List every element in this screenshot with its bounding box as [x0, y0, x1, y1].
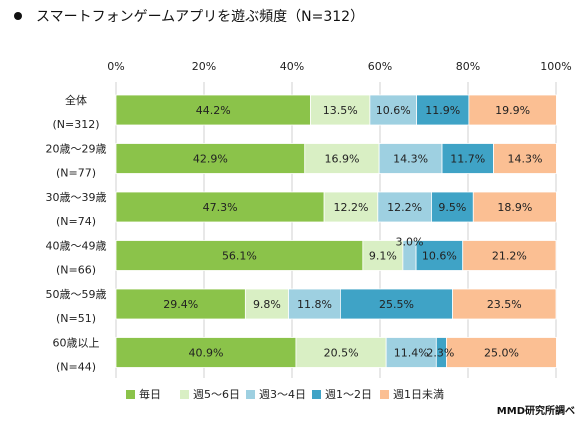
- bar-segment: [115, 288, 246, 320]
- data-label: 12.2%: [387, 201, 422, 214]
- bar-segment: [339, 288, 453, 320]
- bar-segment: [115, 94, 311, 126]
- category-label: 20歳～29歳: [46, 143, 107, 156]
- category-count-label: (N=312): [52, 118, 99, 131]
- data-label: 16.9%: [324, 153, 359, 166]
- bar-segment: [115, 240, 364, 271]
- data-label: 47.3%: [203, 201, 238, 214]
- data-label: 14.3%: [393, 153, 428, 166]
- data-label: 10.6%: [376, 104, 411, 117]
- data-label: 11.7%: [450, 153, 485, 166]
- category-count-label: (N=77): [56, 167, 96, 180]
- legend-swatch: [380, 390, 389, 399]
- data-label: 40.9%: [189, 347, 224, 360]
- legend-label: 毎日: [139, 388, 161, 401]
- bar-segment: [415, 240, 464, 271]
- data-label: 21.2%: [492, 250, 527, 263]
- x-tick-label: 40%: [280, 60, 304, 73]
- data-label: 9.1%: [369, 250, 397, 263]
- category-label: 30歳～39歳: [46, 191, 107, 204]
- bullet-icon: [14, 12, 22, 20]
- data-label: 14.3%: [508, 153, 543, 166]
- bar-segment: [446, 337, 557, 368]
- x-tick-label: 0%: [107, 60, 124, 73]
- category-label: 全体: [65, 93, 87, 107]
- data-label: 2.3%: [426, 347, 454, 360]
- bar-segment: [323, 191, 379, 223]
- data-label: 9.5%: [438, 201, 466, 214]
- data-label: 11.8%: [297, 298, 332, 311]
- x-tick-label: 20%: [192, 60, 216, 73]
- x-tick-label: 60%: [368, 60, 392, 73]
- bar-segment: [441, 143, 494, 174]
- bar-segment: [431, 191, 474, 223]
- legend-swatch: [246, 390, 255, 399]
- bar-segment: [295, 337, 387, 368]
- chart-title: スマートフォンゲームアプリを遊ぶ頻度（N=312）: [14, 6, 364, 26]
- data-label: 13.5%: [323, 104, 358, 117]
- data-label: 19.9%: [495, 104, 530, 117]
- bar-segment: [288, 288, 341, 320]
- data-label: 9.8%: [253, 298, 281, 311]
- legend-label: 週5～6日: [193, 388, 240, 401]
- bar-segment: [244, 288, 289, 320]
- data-label: 12.2%: [333, 201, 368, 214]
- data-label: 11.4%: [394, 347, 429, 360]
- data-label: 3.0%: [396, 236, 424, 249]
- category-count-label: (N=51): [56, 312, 96, 325]
- data-label: 44.2%: [196, 104, 231, 117]
- bar-segment: [310, 94, 371, 126]
- data-label: 56.1%: [222, 250, 257, 263]
- category-count-label: (N=74): [56, 215, 96, 228]
- data-label: 10.6%: [422, 250, 457, 263]
- x-tick-label: 80%: [456, 60, 480, 73]
- legend-label: 週3～4日: [259, 388, 306, 401]
- source-note: MMD研究所調べ: [496, 406, 575, 417]
- data-label: 11.9%: [425, 104, 460, 117]
- data-label: 42.9%: [193, 153, 228, 166]
- legend-label: 週1日未満: [393, 388, 444, 401]
- category-label: 40歳～49歳: [46, 240, 107, 253]
- category-count-label: (N=44): [56, 361, 96, 374]
- bar-segment: [115, 337, 297, 368]
- bar-segment: [472, 191, 557, 223]
- bar-segment: [115, 191, 325, 223]
- bar-segment: [115, 143, 306, 174]
- bar-segment: [452, 288, 557, 320]
- bar-segment: [378, 143, 443, 174]
- category-label: 50歳～59歳: [46, 288, 107, 301]
- x-tick-label: 100%: [540, 60, 571, 73]
- bar-segment: [362, 240, 404, 271]
- legend-swatch: [312, 390, 321, 399]
- data-label: 18.9%: [497, 201, 532, 214]
- bar-segment: [462, 240, 557, 271]
- bar-segment: [304, 143, 380, 174]
- category-label: 60歳以上: [53, 337, 100, 350]
- data-label: 25.5%: [379, 298, 414, 311]
- bar-segment: [468, 94, 557, 126]
- data-label: 23.5%: [487, 298, 522, 311]
- data-label: 25.0%: [484, 347, 519, 360]
- bar-segment: [493, 143, 557, 174]
- legend-swatch: [180, 390, 189, 399]
- legend-swatch: [126, 390, 135, 399]
- category-count-label: (N=66): [56, 264, 96, 277]
- bar-segment: [377, 191, 432, 223]
- chart-title-text: スマートフォンゲームアプリを遊ぶ頻度（N=312）: [36, 9, 365, 25]
- bar-segment: [385, 337, 437, 368]
- data-label: 29.4%: [163, 298, 198, 311]
- legend-label: 週1～2日: [325, 388, 372, 401]
- data-label: 20.5%: [324, 347, 359, 360]
